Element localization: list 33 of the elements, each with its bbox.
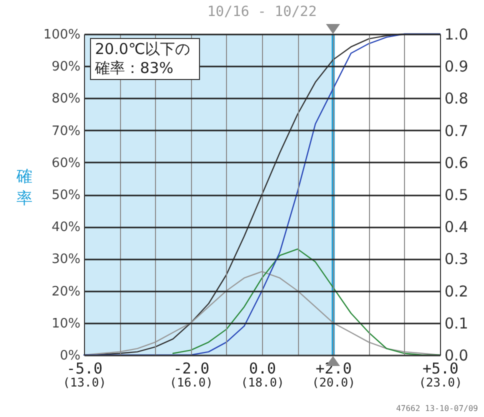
- y-tick-label: 90%: [52, 60, 80, 75]
- x-tick-label: +5.0: [422, 360, 459, 378]
- y-tick-label: 70%: [52, 124, 80, 139]
- y2-tick-label: 0.1: [444, 314, 468, 332]
- text: 47662 13-10-07/09: [396, 404, 478, 413]
- x2-tick-label: (13.0): [62, 376, 106, 390]
- y2-tick-label: 0.2: [444, 282, 468, 300]
- y-tick-label: 30%: [52, 252, 80, 268]
- x-tick-label: -2.0: [173, 360, 210, 378]
- y2-tick-label: 1.0: [444, 26, 468, 44]
- y-tick-label: 20%: [52, 284, 80, 300]
- y-tick-label: 60%: [52, 156, 80, 171]
- y-axis-title: 確率: [16, 166, 32, 208]
- line-series: [172, 248, 441, 356]
- x2-tick-label: (23.0): [418, 376, 462, 390]
- y2-tick-label: 0.4: [444, 218, 468, 236]
- y-tick-label: 50%: [52, 188, 80, 203]
- y2-tick-label: 0.5: [444, 186, 468, 204]
- y-tick-label: 80%: [52, 92, 80, 107]
- x2-tick-label: (20.0): [312, 376, 356, 390]
- y-tick-label: 40%: [52, 220, 80, 236]
- y2-tick-label: 0.7: [444, 122, 468, 140]
- x2-tick-label: (16.0): [170, 376, 213, 390]
- y-tick-label: 10%: [52, 316, 80, 332]
- y2-tick-label: 0.3: [444, 250, 468, 268]
- annotation: 20.0℃以下の確率：83%: [90, 38, 200, 80]
- y-tick-label: 100%: [43, 28, 80, 42]
- y2-tick-label: 0.9: [444, 58, 468, 76]
- chart-title: 10/16 - 10/22: [207, 4, 317, 20]
- x-tick-label: 0.0: [248, 360, 276, 378]
- y2-tick-label: 0.6: [444, 154, 468, 172]
- y2-tick-label: 0.8: [444, 90, 468, 108]
- x2-tick-label: (18.0): [240, 376, 284, 390]
